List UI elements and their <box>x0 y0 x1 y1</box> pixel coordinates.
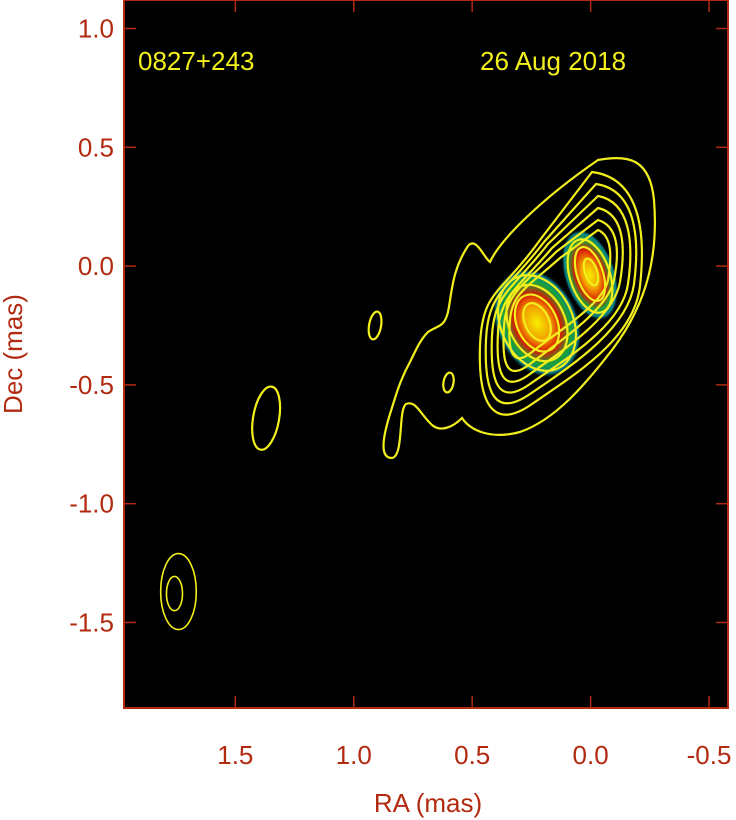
x-tick-label: 0.5 <box>454 740 490 770</box>
restoring-beam <box>159 552 198 631</box>
date-label: 26 Aug 2018 <box>480 46 626 76</box>
restoring-beam-inner <box>165 575 184 612</box>
contour-group <box>159 156 657 631</box>
y-tick-label: -1.5 <box>69 607 114 637</box>
axis-ticks: 1.5 1.0 0.5 0.0 -0.5 1.0 0.5 0.0 -0.5 -1.0 -1.5 <box>69 0 731 770</box>
contour-level-4 <box>490 194 632 394</box>
y-tick-label: 0.5 <box>78 132 114 162</box>
isolated-contour <box>251 385 282 451</box>
plot-background <box>124 0 728 708</box>
isolated-contour <box>367 310 383 341</box>
plot-frame <box>123 0 729 709</box>
contour-outer-envelope <box>382 156 657 460</box>
contour-level-3 <box>484 182 638 405</box>
isolated-contour <box>442 371 455 394</box>
x-tick-label: 1.0 <box>336 740 372 770</box>
source-label: 0827+243 <box>138 46 254 76</box>
y-axis-title: Dec (mas) <box>0 294 28 414</box>
y-tick-label: -1.0 <box>69 489 114 519</box>
contour-knot-3 <box>513 293 561 353</box>
contour-core-3 <box>582 257 600 287</box>
x-tick-label: -0.5 <box>687 740 732 770</box>
map-layer <box>159 156 657 631</box>
contour-level-2 <box>478 170 643 416</box>
contour-level-5 <box>496 206 624 383</box>
contour-knot-2 <box>505 283 569 363</box>
x-tick-label: 0.0 <box>573 740 609 770</box>
y-tick-label: -0.5 <box>69 370 114 400</box>
contour-knot-1 <box>497 274 577 372</box>
x-axis-title: RA (mas) <box>374 788 482 818</box>
contour-level-6 <box>502 218 619 372</box>
contour-core-2 <box>573 245 607 303</box>
y-tick-label: 0.0 <box>78 251 114 281</box>
x-tick-label: 1.5 <box>217 740 253 770</box>
y-tick-label: 1.0 <box>78 14 114 44</box>
contour-core-1 <box>566 238 614 314</box>
contour-knot-4 <box>522 302 552 342</box>
